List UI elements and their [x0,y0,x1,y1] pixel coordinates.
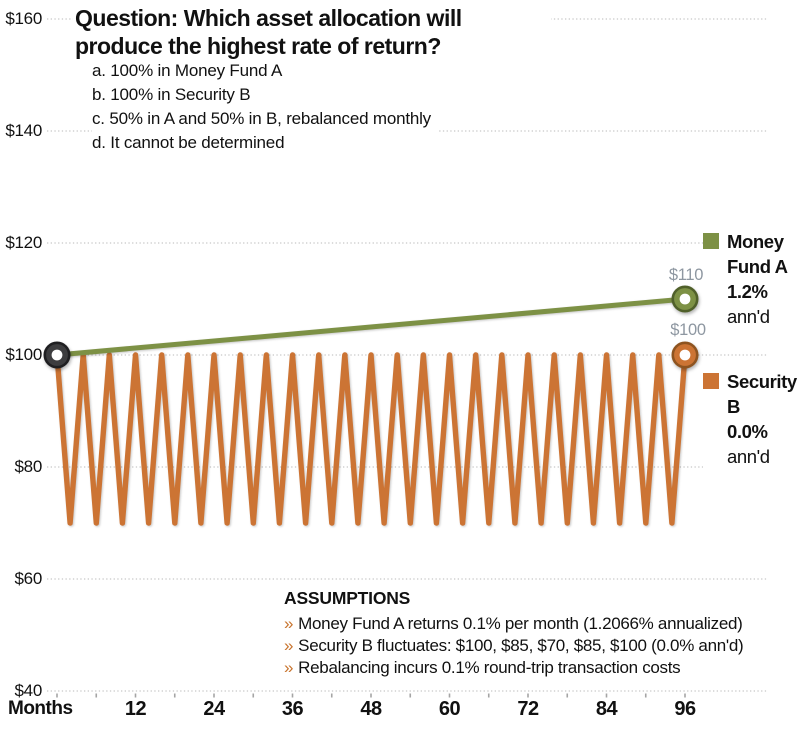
assumptions-box: ASSUMPTIONS » Money Fund A returns 0.1% p… [282,588,748,681]
x-axis-label: 24 [203,698,225,720]
y-axis-label: $100 [5,345,42,364]
chart-title-line1: Question: Which asset allocation will [75,5,462,31]
assumption-bullet: » Security B fluctuates: $100, $85, $70, … [284,635,744,657]
money-fund-end-value-label: $110 [668,266,704,284]
answer-option-a: a. 100% in Money Fund A [92,61,283,80]
assumption-text: Money Fund A returns 0.1% per month (1.2… [298,614,743,633]
chevron-bullet-icon: » [284,658,294,677]
legend-security-line2: B [727,396,740,417]
x-axis-label: 12 [124,698,147,720]
answer-option-b: b. 100% in Security B [92,85,251,104]
x-axis-label: 36 [281,698,304,720]
assumption-bullet: » Rebalancing incurs 0.1% round-trip tran… [284,657,743,679]
money-fund-a-line [54,296,688,358]
legend-money-line1: Money [727,231,784,252]
y-axis-label: $160 [5,9,42,28]
chart-title-line2: produce the highest rate of return? [75,33,441,59]
assumption-bullet: » Money Fund A returns 0.1% per month (1.… [284,613,743,635]
y-axis-label: $140 [5,121,42,140]
chart-title: Question: Which asset allocation will pr… [73,2,551,62]
x-axis-label: 72 [517,698,539,720]
y-axis-label: $40 [14,681,43,700]
answer-option-d: d. It cannot be determined [92,133,285,152]
x-axis-label: 48 [360,698,382,720]
legend-money-line2: Fund A [727,256,788,277]
x-axis-label: 60 [438,698,461,720]
assumption-text: Security B fluctuates: $100, $85, $70, $… [298,636,744,655]
x-axis-title: Months [8,698,73,719]
legend-security-rate: 0.0% [727,421,768,442]
y-axis-label: $60 [14,569,43,588]
security-end-value-label: $100 [670,321,706,339]
security-b-line [54,352,688,526]
legend-security-b: Security B 0.0% ann'd [703,369,799,469]
chevron-bullet-icon: » [284,636,294,655]
money-fund-a-end-marker [671,285,699,313]
legend-security-line1: Security [727,371,797,392]
money-fund-a-swatch-icon [703,233,719,249]
answer-option-c: c. 50% in A and 50% in B, rebalanced mon… [92,109,431,128]
y-axis-label: $120 [5,233,42,252]
legend-money-fund-a: Money Fund A 1.2% ann'd [703,229,799,329]
y-axis-label: $80 [14,457,43,476]
legend-security-annd: ann'd [727,446,770,467]
x-axis-label: 96 [674,698,696,720]
answer-options: a. 100% in Money Fund A b. 100% in Secur… [92,59,439,155]
security-b-swatch-icon [703,373,719,389]
start-point-marker [43,341,71,369]
legend-money-annd: ann'd [727,306,770,327]
chevron-bullet-icon: » [284,614,294,633]
assumption-text: Rebalancing incurs 0.1% round-trip trans… [298,658,681,677]
x-axis-label: 84 [595,698,618,720]
security-b-end-marker [671,341,699,369]
legend-money-rate: 1.2% [727,281,768,302]
assumptions-heading: ASSUMPTIONS [284,588,411,608]
